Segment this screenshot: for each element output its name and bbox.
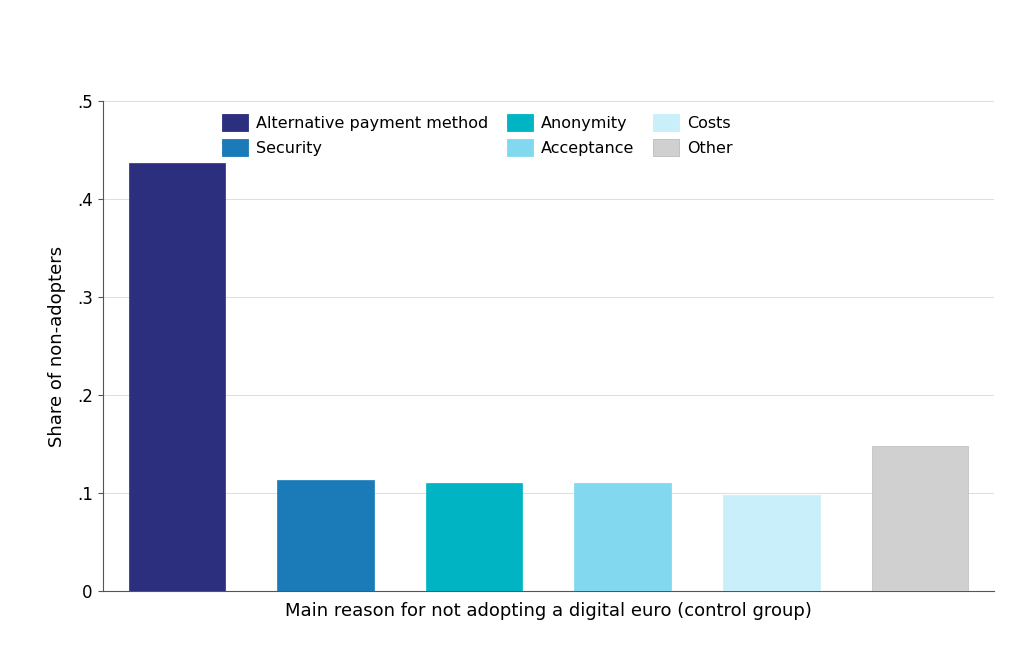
X-axis label: Main reason for not adopting a digital euro (control group): Main reason for not adopting a digital e… — [285, 603, 812, 620]
Legend: Alternative payment method, Security, Anonymity, Acceptance, Costs, Other: Alternative payment method, Security, An… — [217, 109, 737, 161]
Bar — [425, 483, 523, 591]
Bar — [723, 495, 820, 591]
Bar — [574, 483, 671, 591]
Bar — [128, 163, 226, 591]
Bar — [277, 480, 374, 591]
Y-axis label: Share of non-adopters: Share of non-adopters — [48, 245, 66, 447]
Bar — [871, 446, 969, 591]
